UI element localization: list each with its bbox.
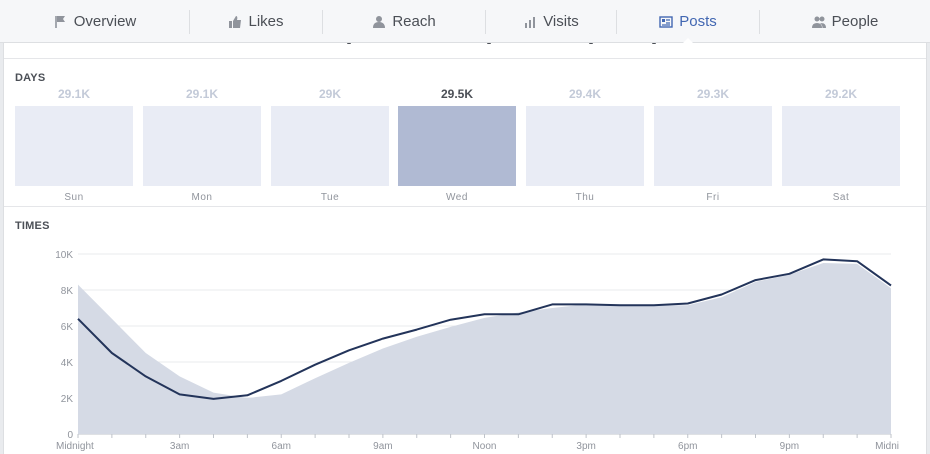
day-bar[interactable] [526, 106, 644, 186]
flag-icon [54, 15, 65, 28]
day-label: Sat [832, 192, 850, 203]
days-section-title: DAYS [15, 72, 46, 84]
day-bar[interactable] [654, 106, 772, 186]
x-tick-label: 3pm [576, 441, 595, 452]
chart-line-layer [77, 258, 892, 400]
clipped-previous-row [4, 43, 926, 59]
day-bar[interactable] [398, 106, 516, 186]
selected-day-line-series [77, 258, 892, 400]
people-reach-icon [373, 15, 386, 28]
tab-overview[interactable]: Overview [20, 0, 170, 43]
day-value: 29.3K [696, 87, 730, 101]
y-tick-label: 4K [61, 358, 74, 369]
tab-visits-label: Visits [543, 13, 579, 30]
x-tick-label: 9am [373, 441, 392, 452]
x-tick-label: Midnight [56, 441, 94, 452]
posts-when-fans-online-panel: DAYS 29.1K Sun 29.1K Mon 29K Tue 29.5K W… [3, 43, 927, 454]
x-tick-label: 9pm [780, 441, 799, 452]
chart-x-ticks: Midnight 3am 6am 9am Noon 3pm 6pm 9pm Midni [56, 441, 899, 452]
average-area-series [78, 263, 891, 434]
y-tick-label: 2K [61, 394, 74, 405]
posts-list-icon [659, 15, 673, 28]
tab-likes[interactable]: Likes [190, 0, 322, 43]
day-bar[interactable] [782, 106, 900, 186]
x-tick-label: 3am [170, 441, 189, 452]
insights-tab-bar: Overview Likes Reach Visits Posts People [0, 0, 930, 44]
day-value: 29K [318, 87, 341, 101]
section-divider [4, 206, 926, 207]
tab-overview-label: Overview [73, 13, 137, 30]
bar-chart-icon [525, 16, 536, 28]
tab-reach-label: Reach [392, 13, 436, 30]
y-tick-label: 10K [55, 250, 73, 261]
tab-people-label: People [831, 13, 879, 30]
tab-divider [485, 10, 486, 34]
people-icon [811, 16, 826, 28]
y-tick-label: 8K [61, 286, 74, 297]
y-tick-label: 6K [61, 322, 74, 333]
day-label: Thu [575, 192, 595, 203]
day-label: Wed [446, 192, 468, 203]
tab-reach[interactable]: Reach [323, 0, 485, 43]
times-section-title: TIMES [15, 220, 50, 232]
tab-divider [759, 10, 760, 34]
tab-posts[interactable]: Posts [617, 0, 759, 44]
day-bar[interactable] [143, 106, 261, 186]
x-tick-label: Noon [473, 441, 497, 452]
day-value: 29.1K [57, 87, 91, 101]
tab-divider [189, 10, 190, 34]
day-bar[interactable] [271, 106, 389, 186]
day-label: Tue [320, 192, 340, 203]
chart-area-layer [78, 263, 891, 434]
day-bar[interactable] [15, 106, 133, 186]
tab-divider [616, 10, 617, 34]
x-tick-label: 6am [272, 441, 291, 452]
day-label: Fri [706, 192, 720, 203]
day-label: Mon [191, 192, 213, 203]
tab-divider [322, 10, 323, 34]
thumbs-up-icon [229, 15, 242, 28]
y-tick-label: 0 [67, 430, 73, 441]
day-value: 29.2K [824, 87, 858, 101]
day-value: 29.1K [185, 87, 219, 101]
times-chart: 0 2K 4K 6K 8K 10K Midnight 3am 6am 9am Noon 3pm 6pm… [55, 250, 899, 452]
x-tick-label: Midni [875, 441, 899, 452]
day-value: 29.4K [568, 87, 602, 101]
tab-posts-label: Posts [679, 13, 717, 30]
x-tick-label: 6pm [678, 441, 697, 452]
chart-y-ticks: 0 2K 4K 6K 8K 10K [55, 250, 73, 441]
tab-people[interactable]: People [760, 0, 930, 43]
day-value: 29.5K [440, 87, 474, 101]
tab-visits[interactable]: Visits [486, 0, 616, 43]
day-label: Sun [64, 192, 84, 203]
tab-likes-label: Likes [248, 13, 284, 30]
